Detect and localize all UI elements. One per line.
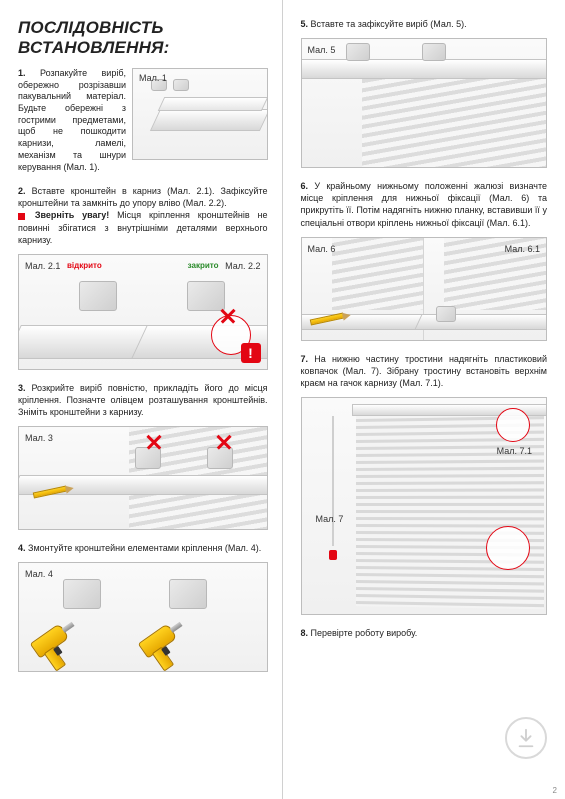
download-overlay-icon <box>505 717 547 759</box>
drill-icon <box>30 618 91 673</box>
step-1-text: 1. Розпакуйте виріб, обережно розрізавши… <box>18 68 126 173</box>
step-2-num: 2. <box>18 186 26 196</box>
page-title: ПОСЛІДОВНІСТЬ ВСТАНОВЛЕННЯ: <box>18 18 268 58</box>
step-4-num: 4. <box>18 543 26 553</box>
step-8-num: 8. <box>301 628 309 638</box>
step-1-num: 1. <box>18 68 26 78</box>
label-closed: закрито <box>188 261 219 270</box>
step-5: 5. Вставте та зафіксуйте виріб (Мал. 5). <box>301 18 548 30</box>
step-6: 6. У крайньому нижньому положенні жалюзі… <box>301 180 548 229</box>
alert-icon: ! <box>241 343 261 363</box>
figure-2: Мал. 2.1 відкрито закрито Мал. 2.2 ! <box>18 254 268 370</box>
step-2-warn: Зверніть увагу! <box>35 210 109 220</box>
right-column: 5. Вставте та зафіксуйте виріб (Мал. 5).… <box>283 0 565 799</box>
x-mark-icon <box>219 307 237 325</box>
step-8: 8. Перевірте роботу виробу. <box>301 627 548 639</box>
step-3-body: Розкрийте виріб повністю, прикладіть йог… <box>18 383 268 417</box>
step-2a-body: Вставте кронштейн в карниз (Мал. 2.1). З… <box>18 186 268 208</box>
step-3-num: 3. <box>18 383 26 393</box>
drill-icon <box>138 618 199 673</box>
wand-cap-icon <box>329 550 337 560</box>
warning-marker-icon <box>18 213 25 220</box>
x-mark-icon <box>215 433 233 451</box>
step-4-body: Змонтуйте кронштейни елементами кріпленн… <box>28 543 261 553</box>
step-3: 3. Розкрийте виріб повністю, прикладіть … <box>18 382 268 418</box>
step-1-body: Розпакуйте виріб, обережно розрізавши па… <box>18 68 126 172</box>
step-7-body: На нижню частину тростини надягніть плас… <box>301 354 548 388</box>
step-5-num: 5. <box>301 19 309 29</box>
figure-6: Мал. 6 Мал. 6.1 <box>301 237 548 341</box>
wand-icon <box>332 416 334 546</box>
figure-71-label: Мал. 7.1 <box>497 446 532 456</box>
figure-6-label: Мал. 6 <box>308 244 336 254</box>
figure-7: Мал. 7 Мал. 7.1 <box>301 397 548 615</box>
figure-4: Мал. 4 <box>18 562 268 672</box>
figure-21-label: Мал. 2.1 <box>25 261 60 271</box>
page-number: 2 <box>553 786 557 795</box>
step-1-row: 1. Розпакуйте виріб, обережно розрізавши… <box>18 68 268 173</box>
step-4: 4. Змонтуйте кронштейни елементами кріпл… <box>18 542 268 554</box>
figure-4-label: Мал. 4 <box>25 569 53 579</box>
figure-61-label: Мал. 6.1 <box>505 244 540 254</box>
step-6-body: У крайньому нижньому положенні жалюзі ви… <box>301 181 548 227</box>
figure-22-label: Мал. 2.2 <box>225 261 260 271</box>
step-7: 7. На нижню частину тростини надягніть п… <box>301 353 548 389</box>
step-8-body: Перевірте роботу виробу. <box>311 628 418 638</box>
figure-3-label: Мал. 3 <box>25 433 53 443</box>
step-6-num: 6. <box>301 181 309 191</box>
step-5-body: Вставте та зафіксуйте виріб (Мал. 5). <box>311 19 467 29</box>
figure-3: Мал. 3 <box>18 426 268 530</box>
figure-7-label: Мал. 7 <box>316 514 344 524</box>
step-2: 2. Вставте кронштейн в карниз (Мал. 2.1)… <box>18 185 268 246</box>
figure-5-label: Мал. 5 <box>308 45 336 55</box>
step-7-num: 7. <box>301 354 309 364</box>
figure-5: Мал. 5 <box>301 38 548 168</box>
label-open: відкрито <box>67 261 102 270</box>
left-column: ПОСЛІДОВНІСТЬ ВСТАНОВЛЕННЯ: 1. Розпакуйт… <box>0 0 283 799</box>
x-mark-icon <box>145 433 163 451</box>
figure-1-label: Мал. 1 <box>139 73 167 83</box>
figure-1: Мал. 1 <box>132 68 268 160</box>
